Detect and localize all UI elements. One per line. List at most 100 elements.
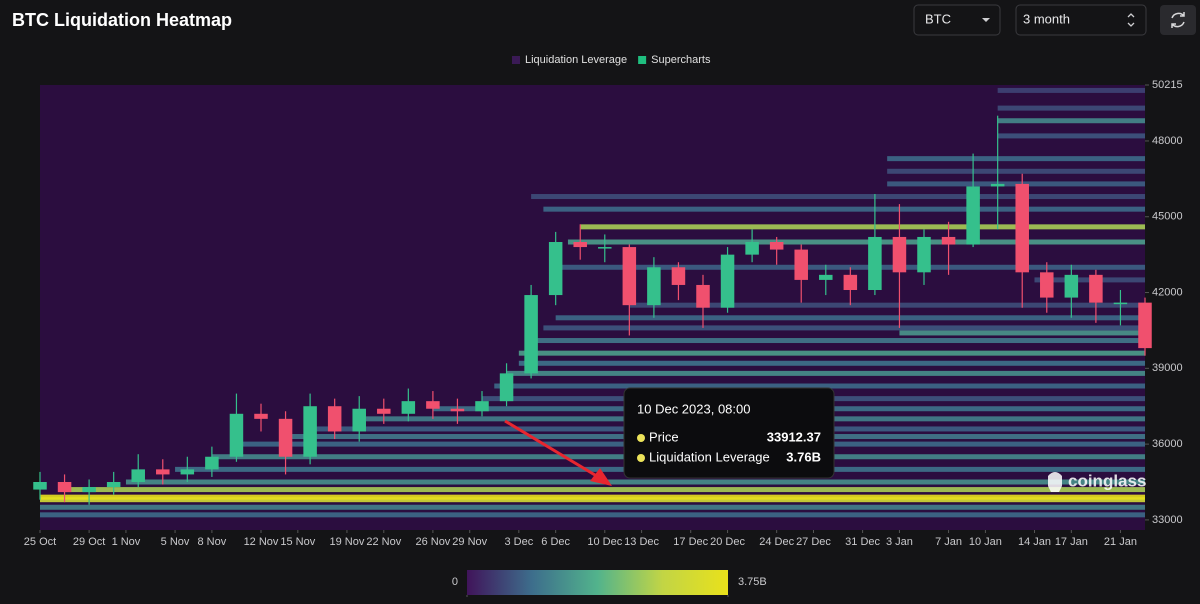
symbol-select[interactable]: BTC [913, 4, 1001, 36]
candle-body [82, 487, 96, 493]
x-tick-label: 12 Nov [244, 536, 279, 548]
candle-body [156, 469, 170, 475]
candle-body [33, 482, 47, 490]
heatmap-band [997, 118, 1145, 124]
heatmap-band [40, 512, 1145, 518]
y-tick-label: 50215 [1152, 79, 1183, 91]
heatmap-band [518, 350, 1145, 356]
x-tick-label: 1 Nov [112, 536, 141, 548]
tooltip-label: Liquidation Leverage [649, 449, 770, 464]
candle-body [720, 254, 735, 308]
heatmap-band [543, 206, 1145, 212]
tooltip: 10 Dec 2023, 08:00 Price 33912.37 Liquid… [623, 387, 835, 479]
refresh-button[interactable] [1160, 5, 1196, 35]
heatmap-band [494, 383, 1145, 389]
candle-body [278, 418, 293, 457]
candle-body [377, 408, 391, 414]
arrow-line [504, 419, 601, 480]
tooltip-label: Price [649, 429, 679, 444]
y-tick-label: 36000 [1152, 438, 1183, 450]
x-tick-label: 15 Nov [280, 536, 315, 548]
candle-body [475, 401, 489, 412]
x-tick-label: 29 Nov [452, 536, 487, 548]
watermark-text: coinglass [1068, 471, 1146, 490]
candle-body [843, 274, 858, 291]
candle-body [868, 236, 882, 291]
select-box[interactable] [1015, 4, 1147, 36]
x-tick-label: 25 Oct [24, 536, 56, 548]
x-tick-label: 7 Jan [935, 536, 962, 548]
colorbar-label: 0 [452, 576, 458, 588]
candle-body [327, 406, 342, 432]
candle-body [303, 406, 317, 457]
candle-body [1064, 274, 1079, 298]
candle-body [769, 242, 784, 250]
candle-body [1015, 183, 1029, 273]
heatmap-band [40, 504, 1145, 510]
x-tick-label: 24 Dec [759, 536, 794, 548]
candle-body [966, 186, 980, 245]
candle-body [917, 236, 931, 273]
candle-body [426, 401, 440, 409]
y-tick-label: 45000 [1152, 211, 1183, 223]
tooltip-value: 33912.37 [767, 429, 821, 444]
candle-body [205, 456, 219, 470]
x-tick-label: 3 Dec [504, 536, 533, 548]
tooltip-dot [637, 454, 645, 462]
y-tick-label: 48000 [1152, 135, 1183, 147]
heatmap-band [997, 105, 1145, 111]
heatmap-band [567, 239, 1145, 245]
candle-body [131, 469, 145, 483]
candle-body [524, 295, 538, 374]
range-value[interactable]: 3 month [1023, 11, 1070, 26]
candle-body [352, 408, 366, 432]
colorbar-gradient [467, 570, 728, 595]
button-box[interactable] [1160, 5, 1196, 35]
legend-swatch [638, 56, 647, 64]
select-box[interactable] [913, 4, 1001, 36]
heatmap-band [125, 479, 1145, 485]
heatmap-band [997, 133, 1145, 139]
x-tick-label: 17 Dec [673, 536, 708, 548]
candle-body [598, 247, 612, 249]
candle-body [1113, 302, 1128, 305]
heatmap-band [555, 315, 1145, 321]
candle-body [892, 236, 907, 273]
legend-swatch [512, 56, 520, 64]
x-tick-label: 22 Nov [366, 536, 401, 548]
x-tick-label: 31 Dec [845, 536, 880, 548]
x-tick-label: 10 Dec [587, 536, 622, 548]
heatmap-band [899, 330, 1145, 336]
candle-body [745, 242, 759, 255]
y-tick-label: 39000 [1152, 362, 1183, 374]
candle-body [1040, 272, 1054, 298]
heatmap-band [580, 224, 1145, 230]
candle-body [671, 267, 686, 285]
range-select[interactable]: 3 month [1015, 4, 1147, 36]
candle-body [794, 249, 808, 280]
candle-body [57, 482, 72, 493]
symbol-value[interactable]: BTC [925, 11, 951, 26]
heatmap-band [518, 360, 1145, 366]
legend-label: Supercharts [651, 54, 711, 66]
page-title: BTC Liquidation Heatmap [12, 10, 232, 30]
heatmap-band [629, 302, 1145, 308]
tooltip-value: 3.76B [786, 449, 821, 464]
x-tick-label: 3 Jan [886, 536, 913, 548]
candle-body [106, 482, 121, 488]
x-tick-label: 19 Nov [330, 536, 365, 548]
candle-body [622, 247, 637, 306]
heatmap-band [531, 338, 1145, 344]
colorbar-label: 3.75B [738, 576, 767, 588]
candle-body [254, 413, 268, 419]
candle-body [548, 242, 563, 296]
candle-body [229, 413, 244, 457]
heatmap-band [506, 370, 1145, 376]
x-tick-label: 13 Dec [624, 536, 659, 548]
colorbar: 0 3.75B [452, 570, 767, 597]
candle-body [573, 242, 587, 248]
heatmap-band [887, 168, 1145, 174]
candle-body [1089, 274, 1103, 303]
watermark: coinglass [1048, 471, 1146, 492]
